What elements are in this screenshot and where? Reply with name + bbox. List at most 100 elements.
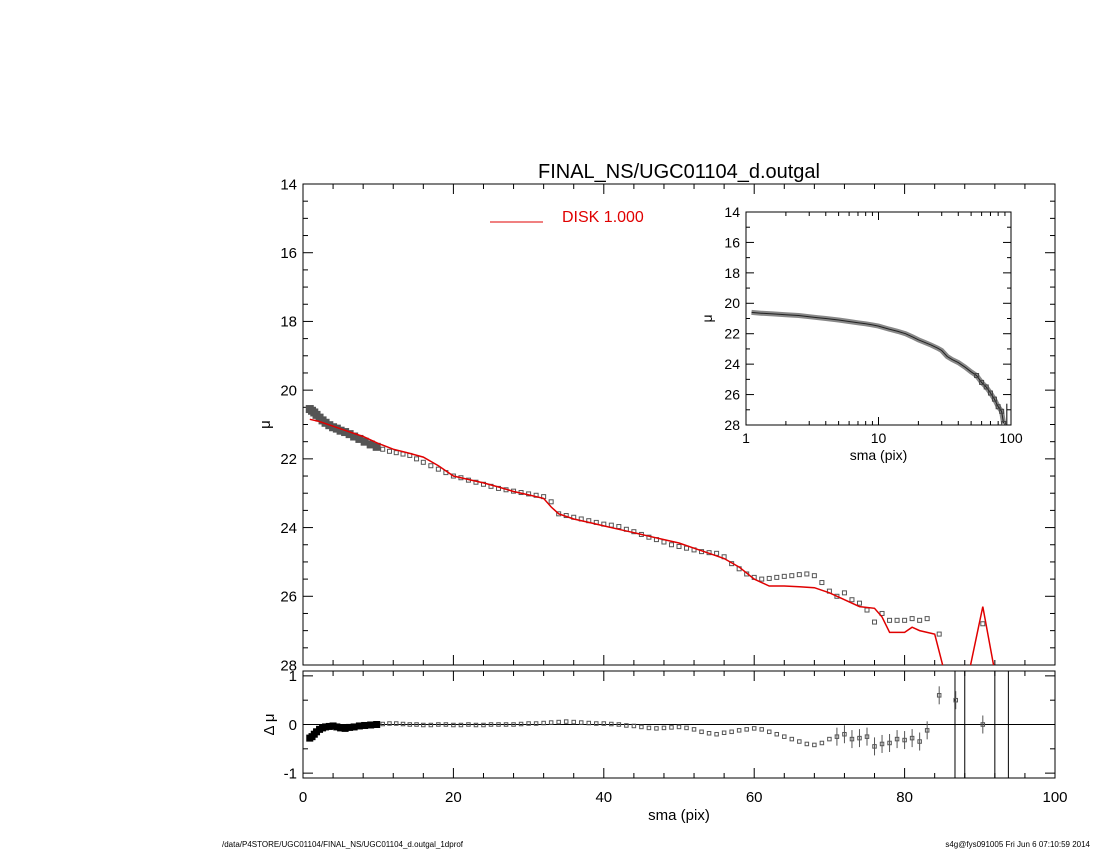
residual-point: [458, 722, 464, 728]
residual-point: [857, 735, 862, 741]
data-point: [789, 573, 795, 579]
inset-point: [991, 396, 997, 402]
data-point: [872, 619, 878, 625]
residual-point: [953, 697, 958, 703]
data-point: [936, 631, 942, 637]
residual-point: [879, 741, 885, 747]
y-tick-label: 20: [724, 295, 740, 311]
data-point: [380, 446, 386, 452]
y-tick-label: 16: [280, 245, 297, 262]
y-tick-label: 26: [724, 386, 740, 402]
residual-point: [654, 726, 659, 731]
residual-point: [609, 721, 614, 727]
data-point: [796, 572, 802, 578]
x-tick-label: 1: [742, 430, 750, 446]
residual-point: [481, 722, 486, 728]
data-point: [766, 575, 772, 581]
residual-point: [646, 725, 652, 731]
y-tick-label: 0: [289, 717, 297, 734]
residual-point: [766, 729, 772, 735]
y-tick-label: 24: [724, 356, 740, 372]
residual-point: [827, 736, 832, 742]
residual-point: [744, 727, 749, 732]
data-point: [849, 597, 855, 603]
y-tick-label: 26: [280, 589, 297, 606]
y-tick-label: 16: [724, 234, 740, 250]
data-point: [917, 617, 923, 623]
x-tick-label: 20: [445, 789, 462, 806]
residual-point: [624, 723, 629, 728]
residual-point: [526, 721, 531, 726]
inset-point: [983, 384, 989, 390]
data-point: [676, 543, 682, 549]
y-tick-label: 14: [724, 204, 740, 220]
inset-point: [979, 379, 985, 385]
residual-point: [684, 725, 689, 731]
y-tick-label: 28: [280, 657, 297, 674]
inset-point: [974, 373, 980, 379]
residual-point: [699, 729, 704, 735]
residual-point: [842, 731, 847, 737]
residual-point: [466, 722, 471, 727]
residual-point: [980, 722, 986, 727]
data-point: [887, 617, 893, 623]
residual-point: [496, 722, 501, 727]
residual-point: [436, 722, 441, 727]
residual-point: [393, 721, 399, 726]
x-tick-label: 100: [1042, 789, 1067, 806]
inset-point: [999, 408, 1005, 414]
y-tick-label: 14: [280, 176, 297, 193]
residual-point: [691, 727, 697, 732]
data-point: [902, 617, 908, 623]
residual-point: [819, 740, 825, 746]
residual-point: [834, 734, 840, 739]
residual-point: [797, 739, 802, 744]
residual-point: [380, 721, 385, 727]
residual-point: [578, 720, 584, 725]
data-point: [894, 617, 900, 623]
residual-point: [887, 740, 892, 746]
x-axis-label: sma (pix): [648, 807, 710, 824]
residual-point: [586, 720, 592, 726]
residual-point: [782, 734, 787, 739]
data-point: [834, 593, 840, 599]
data-point: [420, 459, 426, 465]
data-point: [774, 574, 780, 580]
data-point: [841, 590, 847, 596]
residual-point: [751, 726, 757, 731]
residual-point: [804, 741, 810, 747]
residual-point: [541, 720, 546, 726]
y-tick-label: 28: [724, 417, 740, 433]
y-tick-label: -1: [284, 765, 297, 782]
x-axis-label: sma (pix): [850, 447, 908, 463]
x-tick-label: 80: [896, 789, 913, 806]
residual-point: [571, 719, 576, 725]
residual-point: [414, 722, 419, 727]
residual-point: [488, 722, 494, 727]
data-point: [811, 573, 817, 579]
y-tick-label: 18: [724, 265, 740, 281]
residual-point: [894, 736, 900, 742]
residual-point: [503, 722, 509, 727]
y-tick-label: 24: [280, 520, 297, 537]
residual-point: [407, 722, 413, 727]
footer-filepath: /data/P4STORE/UGC01104/FINAL_NS/UGC01104…: [222, 840, 464, 849]
residual-point: [616, 722, 622, 727]
residual-point: [451, 722, 456, 728]
residual-point: [924, 728, 930, 733]
data-point: [781, 573, 787, 579]
y-axis-label: μ: [257, 420, 274, 429]
inset-point: [987, 390, 993, 396]
residual-point: [706, 731, 712, 736]
residual-point: [729, 729, 734, 735]
inset-background: [746, 212, 1011, 425]
y-tick-label: 22: [280, 451, 297, 468]
residual-point: [669, 725, 674, 730]
inset-profile-line: [751, 311, 1005, 424]
x-tick-label: 40: [595, 789, 612, 806]
data-point: [386, 448, 392, 454]
residual-point: [872, 744, 877, 749]
y-axis-label: μ: [699, 314, 715, 322]
y-tick-label: 20: [280, 382, 297, 399]
